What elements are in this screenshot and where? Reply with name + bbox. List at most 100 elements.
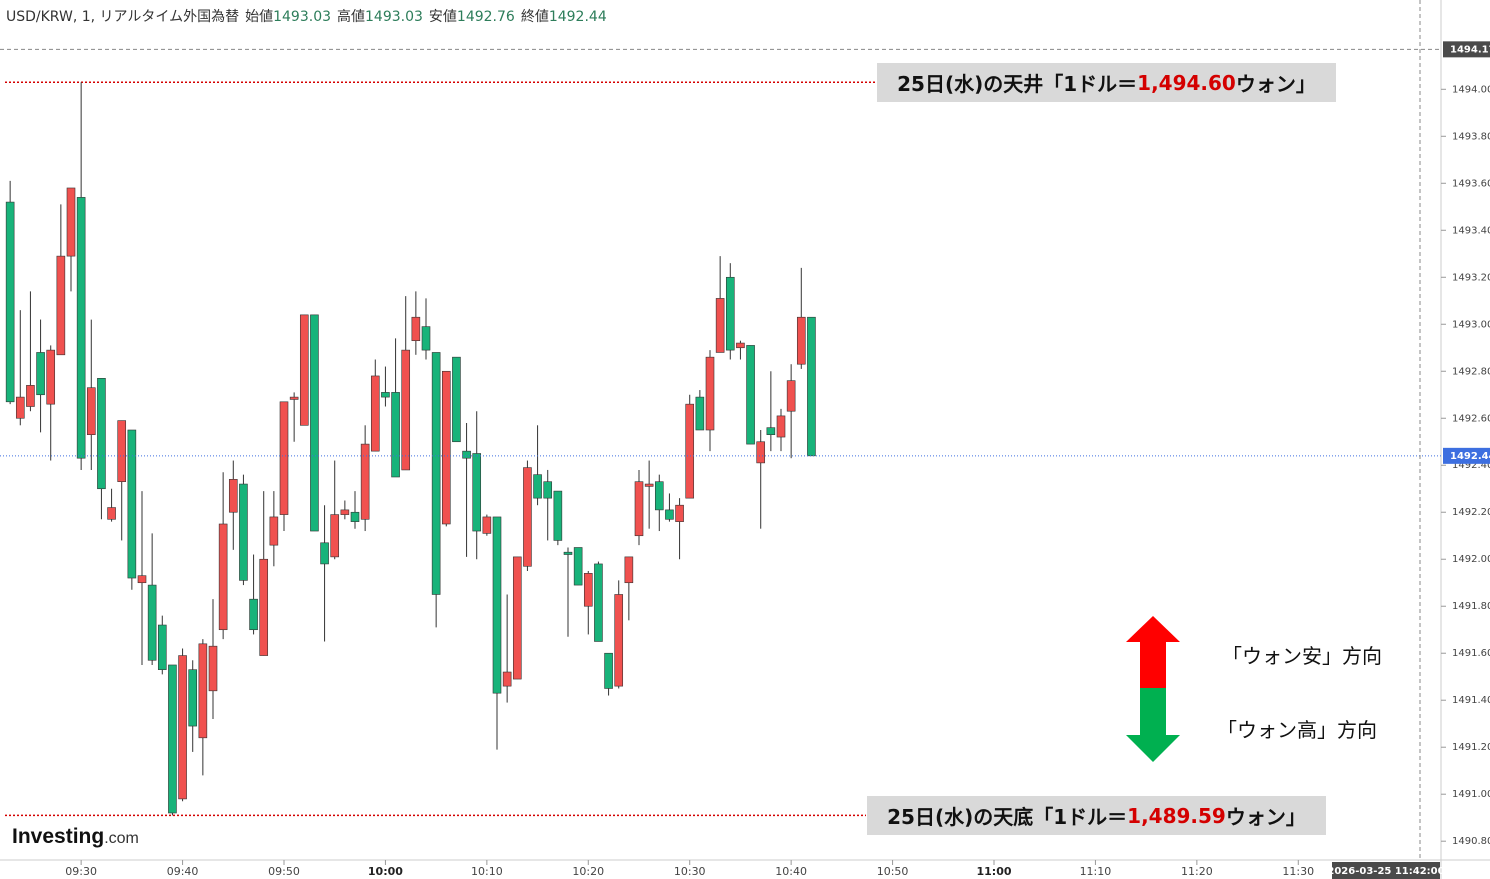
x-tick-label: 11:20: [1181, 865, 1213, 878]
candle-body: [654, 481, 664, 511]
y-tick-label: 1490.80: [1452, 836, 1490, 847]
candle-body: [208, 645, 218, 692]
x-tick-label: 10:00: [368, 865, 403, 878]
field-value: 1492.76: [456, 9, 515, 25]
y-tick-label: 1491.20: [1452, 742, 1490, 753]
candle-body: [776, 415, 786, 438]
candle-body: [36, 352, 45, 396]
direction-label: 「ウォン安」方向: [1222, 644, 1382, 668]
down-arrow: [1126, 688, 1180, 762]
x-tick-label: 10:30: [674, 865, 706, 878]
candle-body: [482, 516, 492, 534]
candle-body: [239, 483, 248, 581]
candle-body: [137, 575, 147, 584]
top-annotation: 25日(水)の天井「1ドル＝ 1,494.60 ウォン」: [877, 63, 1336, 102]
y-tick-label: 1493.80: [1452, 131, 1490, 142]
crosshair-price-tag: [1443, 41, 1490, 58]
candle-body: [594, 563, 603, 642]
candle-body: [279, 401, 289, 515]
candle-body: [299, 314, 309, 426]
field-value: 1493.03: [273, 9, 332, 25]
candle-body: [573, 547, 583, 586]
crosshair-time-tag: [1332, 862, 1440, 879]
candle-body: [381, 392, 390, 398]
candle-body: [228, 479, 238, 513]
x-tick-label: 10:40: [775, 865, 807, 878]
candle-body: [624, 556, 634, 584]
candle-body: [66, 187, 76, 257]
candle-body: [147, 584, 157, 661]
symbol: USD/KRW, 1, リアルタイム外国為替: [6, 9, 240, 25]
crosshair-price-label: 1494.17: [1450, 44, 1490, 55]
candle-body: [705, 356, 715, 431]
candle-body: [117, 420, 127, 482]
candle-body: [97, 378, 106, 490]
field-label: 終値: [520, 9, 549, 25]
candle-body: [107, 507, 116, 520]
candle-body: [675, 504, 684, 522]
value: 1,494.60: [1137, 70, 1236, 95]
logo-name: Investing: [12, 825, 105, 848]
candle-body: [340, 509, 350, 515]
candle-body: [360, 443, 370, 520]
x-tick-label: 11:30: [1282, 865, 1314, 878]
candle-body: [401, 349, 411, 471]
y-tick-label: 1492.60: [1452, 413, 1490, 424]
y-tick-label: 1491.60: [1452, 648, 1490, 659]
candle-body: [452, 356, 461, 443]
field-label: 安値: [428, 9, 457, 25]
candle-body: [188, 669, 198, 727]
text: ウォン」: [1225, 805, 1306, 829]
candle-body: [533, 474, 542, 499]
x-tick-label: 11:00: [976, 865, 1011, 878]
y-tick-label: 1491.40: [1452, 695, 1490, 706]
crosshair-time-label: 2026-03-25 11:42:00: [1327, 866, 1444, 877]
candle-body: [553, 490, 563, 541]
x-tick-label: 10:20: [572, 865, 604, 878]
candle-body: [320, 542, 329, 565]
candle-body: [756, 441, 766, 464]
candle-body: [168, 664, 177, 814]
candle-body: [736, 342, 745, 349]
candle-body: [431, 352, 441, 595]
field-value: 1493.03: [365, 9, 423, 25]
candle-body: [807, 316, 816, 457]
field-label: 始値: [245, 9, 274, 25]
candle-body: [5, 201, 15, 403]
candle-body: [441, 370, 451, 525]
candle-body: [86, 387, 96, 435]
ohlc-field: 始値1493.03: [245, 6, 331, 26]
logo: Investing.com: [12, 825, 139, 849]
text: ウォン」: [1235, 72, 1316, 96]
candle-body: [76, 197, 86, 459]
value: 1,489.59: [1127, 803, 1226, 828]
y-tick-label: 1492.80: [1452, 366, 1490, 377]
x-tick-label: 11:10: [1080, 865, 1112, 878]
candle-body: [178, 655, 187, 800]
x-tick-label: 10:10: [471, 865, 503, 878]
candle-body: [259, 558, 269, 656]
up-arrow: [1126, 616, 1180, 688]
ohlc-field: 高値1493.03: [337, 6, 423, 26]
logo-suffix: .com: [104, 830, 139, 847]
candle-body: [614, 594, 624, 687]
candle-body: [370, 375, 380, 452]
candle-body: [56, 255, 66, 356]
candle-body: [472, 453, 482, 532]
candle-body: [523, 467, 532, 567]
candle-body: [502, 671, 512, 687]
candle-body: [512, 556, 522, 680]
y-tick-label: 1491.00: [1452, 789, 1490, 800]
candle-body: [421, 326, 431, 351]
candle-body: [543, 481, 553, 499]
candle-body: [15, 396, 25, 419]
ohlc-field: 終値1492.44: [521, 6, 607, 26]
candle-body: [604, 652, 613, 689]
bottom-annotation: 25日(水)の天底「1ドル＝ 1,489.59 ウォン」: [867, 796, 1326, 835]
candle-body: [695, 396, 705, 431]
candle-body: [766, 427, 776, 435]
candle-body: [786, 380, 796, 412]
field-value: 1492.44: [548, 9, 607, 25]
